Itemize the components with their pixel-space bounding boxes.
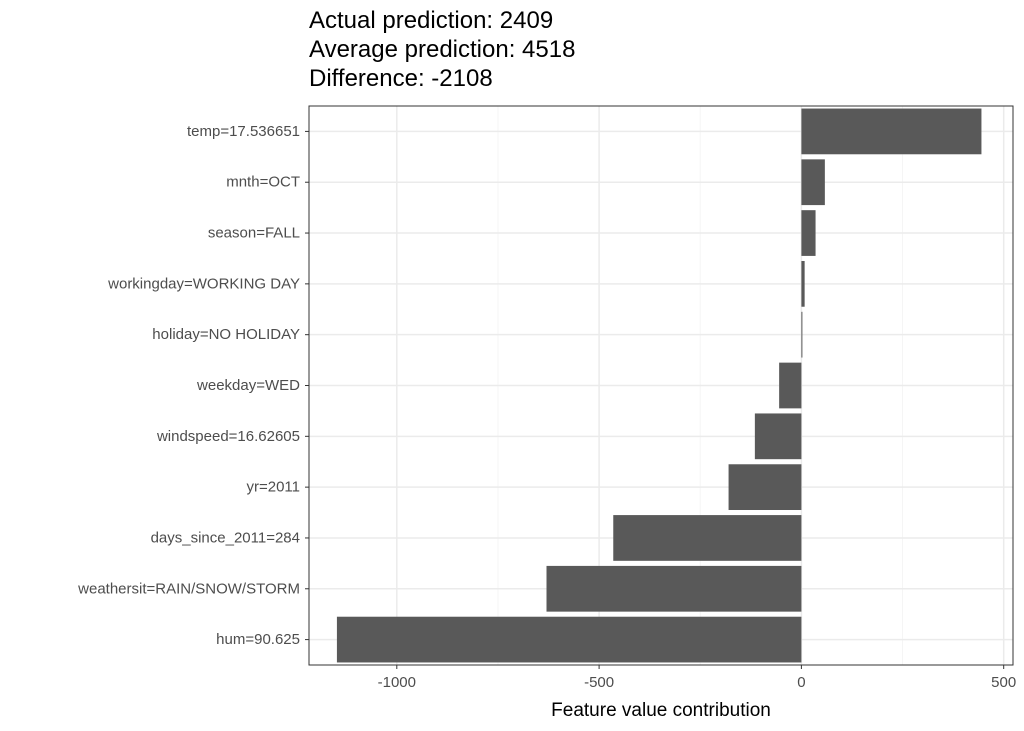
bar-0 bbox=[801, 108, 982, 155]
bar-7 bbox=[728, 464, 802, 511]
bar-5 bbox=[779, 362, 802, 409]
x-axis-title: Feature value contribution bbox=[551, 700, 771, 721]
title-actual-prediction: Actual prediction: 2409 bbox=[309, 7, 554, 34]
x-tick-label: -500 bbox=[584, 674, 614, 691]
y-tick-label: weathersit=RAIN/SNOW/STORM bbox=[77, 580, 300, 597]
y-tick-label: yr=2011 bbox=[246, 479, 300, 496]
y-tick-label: temp=17.536651 bbox=[187, 123, 300, 140]
y-tick-label: mnth=OCT bbox=[226, 174, 300, 191]
bar-1 bbox=[801, 159, 825, 206]
bar-9 bbox=[546, 565, 802, 612]
chart-title: Actual prediction: 2409 Average predicti… bbox=[309, 6, 575, 93]
title-average-prediction: Average prediction: 4518 bbox=[309, 36, 576, 63]
y-tick-label: workingday=WORKING DAY bbox=[107, 275, 300, 292]
y-tick-label: weekday=WED bbox=[196, 377, 300, 394]
bar-6 bbox=[754, 413, 802, 460]
y-tick-label: windspeed=16.62605 bbox=[156, 428, 300, 445]
x-tick-label: -1000 bbox=[378, 674, 416, 691]
y-tick-label: holiday=NO HOLIDAY bbox=[152, 326, 300, 343]
y-tick-label: season=FALL bbox=[208, 225, 300, 242]
y-tick-label: days_since_2011=284 bbox=[151, 529, 300, 546]
title-difference: Difference: -2108 bbox=[309, 65, 493, 92]
bar-2 bbox=[801, 210, 816, 256]
y-tick-label: hum=90.625 bbox=[216, 631, 300, 648]
bar-8 bbox=[613, 515, 802, 561]
x-tick-label: 500 bbox=[991, 674, 1016, 691]
bar-3 bbox=[801, 260, 805, 307]
x-tick-label: 0 bbox=[797, 674, 805, 691]
bar-4 bbox=[801, 311, 803, 358]
bar-10 bbox=[336, 616, 802, 663]
